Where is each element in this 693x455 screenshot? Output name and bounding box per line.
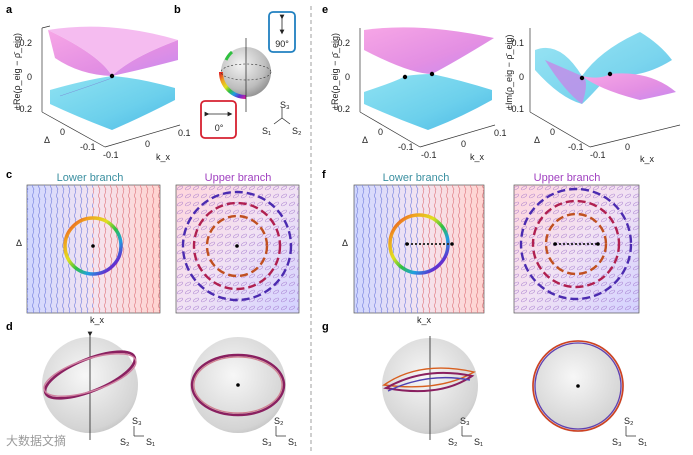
- c-delta-label: Δ: [16, 238, 22, 248]
- upper-surface: [48, 30, 178, 76]
- panel-label-d: d: [6, 321, 13, 333]
- colored-arc: [219, 71, 247, 99]
- a-delta-label: Δ: [44, 135, 50, 145]
- e-delta-tick0: 0: [378, 127, 383, 137]
- f-upper-branch-title: Upper branch: [534, 172, 601, 184]
- watermark-logo: 大数据文摘: [6, 434, 67, 448]
- c-kx-label: k_x: [90, 315, 105, 325]
- b-s3: S₃: [280, 100, 290, 110]
- a-ylabel: ±Re(ρ_eig − ρ̄_eig): [12, 33, 22, 110]
- tick-a-y0: 0.2: [19, 38, 32, 48]
- e2-kx-label: k_x: [640, 154, 655, 164]
- e2-kx-tick1: 0: [625, 142, 630, 152]
- g-right-s2: S₂: [624, 416, 634, 426]
- tick-e2-y0: 0.1: [511, 38, 524, 48]
- f-kx-label: k_x: [417, 315, 432, 325]
- panel-label-b: b: [174, 4, 181, 16]
- lower-surface: [50, 76, 175, 130]
- b-s1: S₁: [262, 126, 271, 136]
- g-left-s3: S₃: [460, 416, 470, 426]
- panel-label-e: e: [322, 4, 328, 16]
- panel-a-plot: 0.2 0 -0.2 ±Re(ρ_eig − ρ̄_eig) Δ 0 -0.1 …: [12, 25, 191, 162]
- panel-label-g: g: [322, 321, 329, 333]
- e-delta-tick1: -0.1: [398, 142, 414, 152]
- g-right-s1: S₁: [638, 437, 647, 447]
- c-upper-branch-title: Upper branch: [205, 172, 272, 184]
- g-left-s2: S₂: [448, 437, 458, 447]
- panel-b-sphere: 90° 0° S₃ S₁ S₂: [200, 11, 302, 139]
- panel-label-a: a: [6, 4, 13, 16]
- panel-f-fields: Lower branch Upper branch Δ k_x: [342, 172, 640, 325]
- f-lower-branch-title: Lower branch: [383, 172, 450, 184]
- e-kx-label: k_x: [470, 152, 485, 162]
- e2-kx-tick0: -0.1: [590, 150, 606, 160]
- panel-c-fields: Lower branch Upper branch Δ k_x: [16, 172, 300, 325]
- panel-e-left-plot: 0.2 0 -0.2 ±Re(ρ_eig − ρ̄_eig) Δ 0 -0.1 …: [330, 27, 507, 162]
- a-kx-tick2: 0.1: [178, 128, 191, 138]
- e-right-ylabel: ±Im(ρ_eig − ρ̄_eig): [504, 35, 514, 110]
- tick-e-y0: 0.2: [337, 38, 350, 48]
- d-left-s1: S₁: [146, 437, 155, 447]
- a-kx-label: k_x: [156, 152, 171, 162]
- g-right-s3: S₃: [612, 437, 622, 447]
- exceptional-point-marker: [109, 73, 115, 79]
- e2-delta-tick1: -0.1: [568, 142, 584, 152]
- panel-g-spheres: S₃ S₂ S₁ S₂ S₃ S₁: [382, 336, 647, 447]
- a-delta-tick1: -0.1: [80, 142, 96, 152]
- d-right-s3: S₃: [262, 437, 272, 447]
- e-kx-tick0: -0.1: [421, 150, 437, 160]
- e-kx-tick1: 0: [461, 139, 466, 149]
- d-right-s1: S₁: [288, 437, 297, 447]
- e2-delta-label: Δ: [534, 135, 540, 145]
- e-left-ylabel: ±Re(ρ_eig − ρ̄_eig): [330, 33, 340, 110]
- d-left-s3: S₃: [132, 416, 142, 426]
- tick-a-y2: -0.2: [16, 104, 32, 114]
- e2-delta-tick0: 0: [550, 127, 555, 137]
- angle-0-label: 0°: [215, 123, 224, 133]
- c-lower-branch-title: Lower branch: [57, 172, 124, 184]
- panel-d-spheres: S₃ S₂ S₁ S₂ S₃ S₁: [42, 331, 297, 447]
- tick-e-y1: 0: [345, 72, 350, 82]
- tick-e2-y2: -0.1: [508, 104, 524, 114]
- e-kx-tick2: 0.1: [494, 128, 507, 138]
- a-kx-tick0: -0.1: [103, 150, 119, 160]
- panel-label-c: c: [6, 169, 12, 181]
- d-left-s2: S₂: [120, 437, 130, 447]
- tick-e-y2: -0.2: [334, 104, 350, 114]
- panel-label-f: f: [322, 169, 326, 181]
- c-lower-ring: [63, 216, 123, 276]
- angle-90-label: 90°: [275, 39, 289, 49]
- panel-e-right-plot: 0.1 0 -0.1 ±Im(ρ_eig − ρ̄_eig) Δ 0 -0.1 …: [504, 28, 681, 164]
- tick-e2-y1: 0: [519, 72, 524, 82]
- a-kx-tick1: 0: [145, 139, 150, 149]
- a-delta-tick0: 0: [60, 127, 65, 137]
- polarization-box-0: [200, 100, 237, 139]
- e-delta-label: Δ: [362, 135, 368, 145]
- b-s2: S₂: [292, 126, 302, 136]
- g-left-s1: S₁: [474, 437, 483, 447]
- tick-a-y1: 0: [27, 72, 32, 82]
- f-delta-label: Δ: [342, 238, 348, 248]
- d-right-s2: S₂: [274, 416, 284, 426]
